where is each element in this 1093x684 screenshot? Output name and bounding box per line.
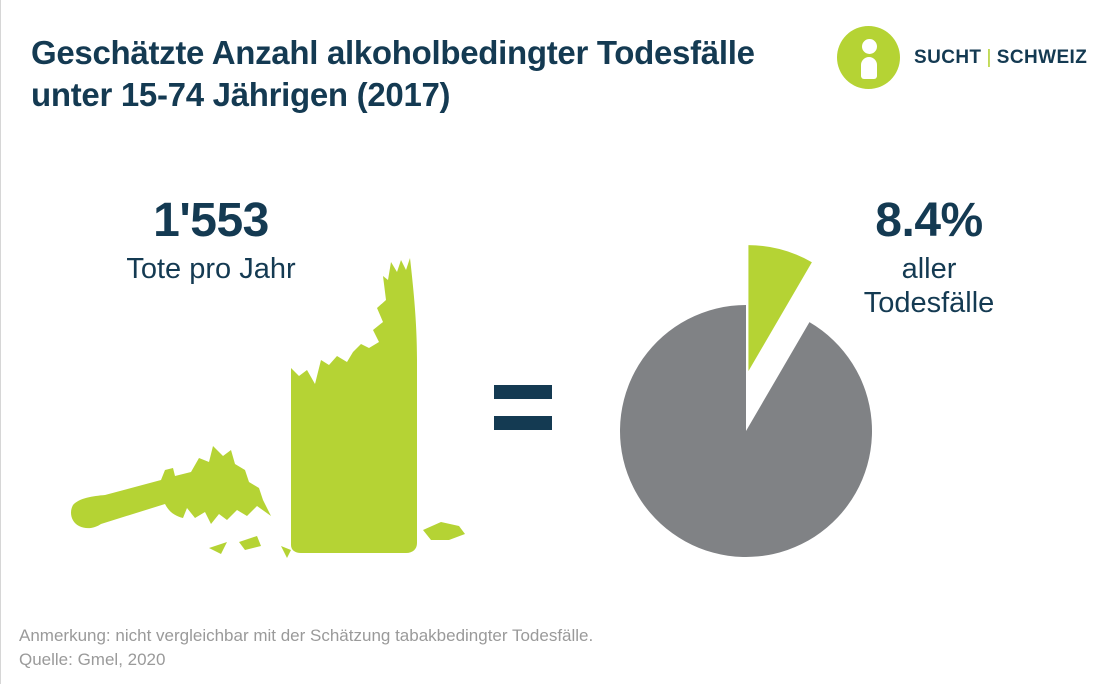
footnotes: Anmerkung: nicht vergleichbar mit der Sc…	[19, 624, 593, 672]
share-percentage: 8.4%	[875, 194, 983, 247]
person-icon	[837, 26, 900, 89]
glass-shard	[423, 522, 465, 540]
broken-bottle-illustration	[61, 250, 481, 570]
pie-slice-rest	[620, 305, 872, 557]
bottle-body-shard	[291, 258, 417, 553]
note-source: Quelle: Gmel, 2020	[19, 650, 166, 669]
deaths-count: 1'553	[153, 194, 269, 247]
sucht-schweiz-logo[interactable]: SUCHT | SCHWEIZ	[837, 26, 1087, 90]
logo-separator: |	[986, 47, 992, 68]
share-label-line1: aller	[901, 253, 957, 285]
glass-shard	[239, 536, 261, 550]
deaths-per-year-stat: 1'553 Tote pro Jahr	[101, 190, 321, 286]
pie-chart	[613, 236, 879, 566]
bottle-neck-shard	[71, 446, 271, 529]
logo-wordmark: SUCHT | SCHWEIZ	[914, 47, 1087, 69]
share-label-line2: Todesfälle	[863, 287, 995, 319]
glass-shard	[209, 542, 227, 554]
logo-text-schweiz: SCHWEIZ	[996, 47, 1088, 68]
chart-title: Geschätzte Anzahl alkoholbedingter Todes…	[31, 34, 755, 113]
glass-shard	[281, 546, 291, 558]
deaths-count-label: Tote pro Jahr	[126, 253, 296, 285]
share-of-deaths-stat: 8.4% aller Todesfälle	[829, 190, 1029, 320]
logo-text-sucht: SUCHT	[914, 47, 982, 68]
pie-slice-highlight	[748, 245, 812, 372]
equals-sign	[494, 385, 552, 431]
note-remark: Anmerkung: nicht vergleichbar mit der Sc…	[19, 626, 594, 645]
